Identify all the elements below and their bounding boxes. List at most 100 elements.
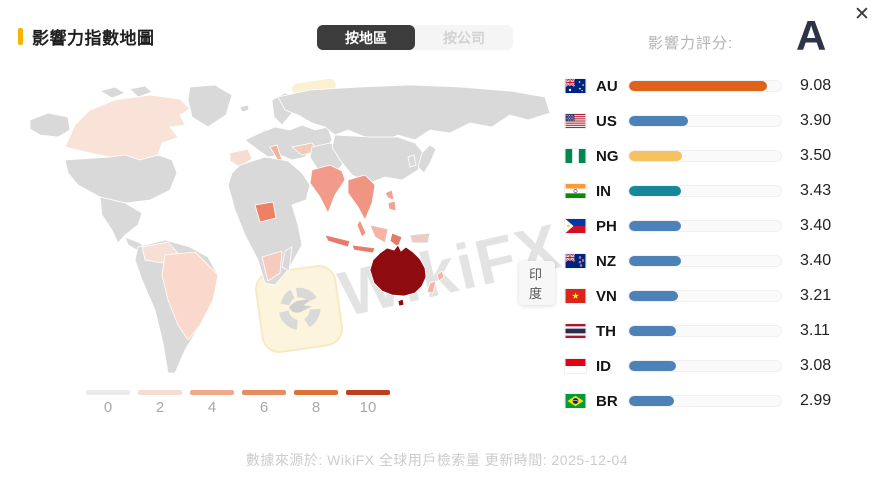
map-country-korea[interactable]: [407, 154, 417, 168]
score-bar-track: [628, 150, 782, 162]
score-bar-track: [628, 360, 782, 372]
map-country-india[interactable]: [309, 164, 346, 214]
map-country-new-guinea[interactable]: [409, 232, 431, 244]
flag-in-icon: [565, 184, 586, 198]
map-country-canada[interactable]: [64, 94, 191, 161]
country-code: IN: [596, 182, 611, 200]
country-code: NG: [596, 147, 619, 165]
ranking-row[interactable]: ID 3.08: [565, 355, 845, 377]
score-bar-fill: [629, 186, 682, 196]
score-bar-fill: [629, 151, 683, 161]
map-country-china[interactable]: [331, 134, 426, 184]
map-country-arctic-islands[interactable]: [98, 85, 153, 99]
score-value: 3.40: [800, 217, 832, 234]
score-bar-fill: [629, 221, 681, 231]
wikifx-eagle-logo-icon: [252, 262, 346, 356]
score-bar-fill: [629, 81, 768, 91]
legend-swatch: [242, 390, 286, 395]
flag-br-icon: [565, 394, 586, 408]
flag-ng-icon: [565, 149, 586, 163]
legend-tick-label: 10: [359, 399, 377, 416]
map-country-philippines[interactable]: [384, 189, 397, 212]
score-bar-fill: [629, 326, 677, 336]
map-country-alaska[interactable]: [30, 112, 71, 138]
score-value: 3.43: [800, 182, 832, 199]
map-country-madagascar[interactable]: [281, 246, 293, 272]
ranking-row[interactable]: VN 3.21: [565, 285, 845, 307]
flag-au-icon: [565, 79, 586, 93]
legend-item[interactable]: 4: [190, 390, 234, 416]
legend-swatch: [138, 390, 182, 395]
score-bar-track: [628, 325, 782, 337]
score-value: 3.90: [800, 112, 832, 129]
flag-th-icon: [565, 324, 586, 338]
country-ranking-list: AU 9.08 US 3.90 NG 3.50 IN: [565, 75, 845, 425]
score-value: 3.50: [800, 147, 832, 164]
ranking-row[interactable]: PH 3.40: [565, 215, 845, 237]
map-country-nigeria[interactable]: [254, 201, 277, 223]
close-icon[interactable]: ✕: [854, 4, 870, 25]
map-country-greenland[interactable]: [187, 85, 233, 128]
country-code: US: [596, 112, 617, 130]
legend-swatch: [294, 390, 338, 395]
country-code: NZ: [596, 252, 616, 270]
score-bar-fill: [629, 116, 689, 126]
map-country-iceland[interactable]: [239, 104, 250, 113]
map-tooltip: 印度: [519, 261, 555, 305]
map-country-australia[interactable]: [369, 244, 427, 297]
ranking-row[interactable]: BR 2.99: [565, 390, 845, 412]
legend-item[interactable]: 6: [242, 390, 286, 416]
flag-us-icon: [565, 114, 586, 128]
map-country-russia[interactable]: [277, 85, 551, 144]
map-country-usa[interactable]: [64, 154, 178, 204]
map-country-indochina[interactable]: [347, 174, 376, 238]
score-value: 9.08: [800, 77, 832, 94]
score-value: 3.21: [800, 287, 832, 304]
map-country-japan[interactable]: [417, 144, 437, 174]
legend-tick-label: 2: [155, 399, 165, 416]
country-code: PH: [596, 217, 617, 235]
flag-id-icon: [565, 359, 586, 373]
flag-nz-icon: [565, 254, 586, 268]
panel-header: 影響力指數地圖: [18, 24, 155, 49]
map-country-borneo[interactable]: [369, 224, 389, 244]
map-country-brazil[interactable]: [161, 251, 219, 341]
legend-swatch: [346, 390, 390, 395]
ranking-row[interactable]: NZ 3.40: [565, 250, 845, 272]
score-bar-track: [628, 115, 782, 127]
ranking-row[interactable]: TH 3.11: [565, 320, 845, 342]
ranking-row[interactable]: US 3.90: [565, 110, 845, 132]
score-bar-track: [628, 80, 782, 92]
score-bar-fill: [629, 291, 678, 301]
score-bar-fill: [629, 396, 675, 406]
map-country-new-zealand[interactable]: [426, 270, 445, 294]
flag-vn-icon: [565, 289, 586, 303]
legend-item[interactable]: 2: [138, 390, 182, 416]
ranking-row[interactable]: AU 9.08: [565, 75, 845, 97]
ranking-row[interactable]: IN 3.43: [565, 180, 845, 202]
legend-item[interactable]: 8: [294, 390, 338, 416]
score-bar-track: [628, 220, 782, 232]
score-value: 3.08: [800, 357, 832, 374]
legend-swatch: [86, 390, 130, 395]
map-country-tasmania[interactable]: [397, 298, 405, 307]
map-country-mexico[interactable]: [99, 196, 143, 244]
score-label: 影響力評分:: [648, 35, 734, 52]
tab-by-region[interactable]: 按地區: [317, 25, 415, 50]
map-country-south-africa[interactable]: [261, 250, 283, 282]
flag-ph-icon: [565, 219, 586, 233]
ranking-row[interactable]: NG 3.50: [565, 145, 845, 167]
tab-by-company[interactable]: 按公司: [443, 29, 485, 46]
legend-tick-label: 6: [259, 399, 269, 416]
country-code: AU: [596, 77, 618, 95]
country-code: ID: [596, 357, 611, 375]
data-source-note: 數據來源於: WikiFX 全球用戶檢索量 更新時間: 2025-12-04: [245, 452, 629, 468]
legend-item[interactable]: 0: [86, 390, 130, 416]
legend-tick-label: 4: [207, 399, 217, 416]
score-grade: A: [796, 12, 827, 59]
country-code: BR: [596, 392, 618, 410]
legend-item[interactable]: 10: [346, 390, 390, 416]
legend-swatch: [190, 390, 234, 395]
score-bar-track: [628, 290, 782, 302]
